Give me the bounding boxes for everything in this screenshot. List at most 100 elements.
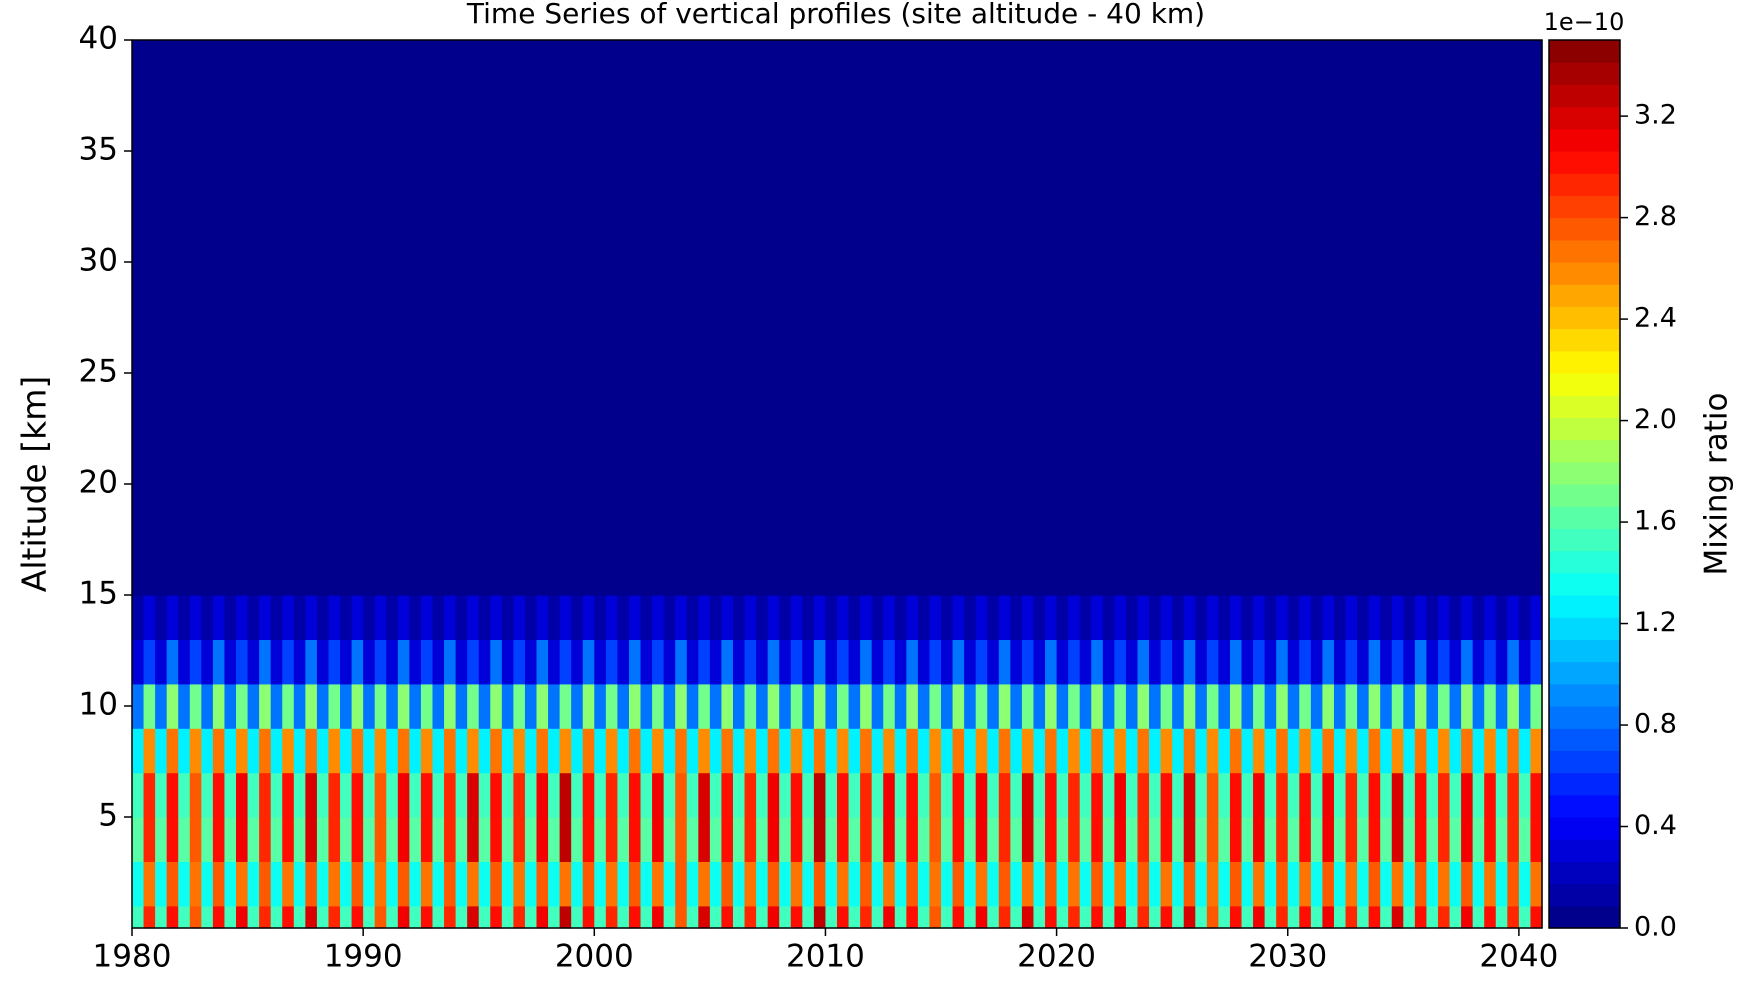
cell bbox=[698, 639, 711, 685]
cell bbox=[628, 595, 642, 640]
cell bbox=[490, 728, 503, 774]
cell bbox=[1299, 639, 1312, 685]
cell bbox=[617, 728, 630, 774]
cell bbox=[1149, 40, 1162, 552]
cell bbox=[813, 772, 827, 818]
colorbar-band bbox=[1549, 239, 1620, 263]
cell bbox=[848, 905, 861, 929]
cell bbox=[848, 550, 861, 596]
cell bbox=[143, 861, 156, 907]
cell bbox=[675, 550, 688, 596]
cell bbox=[559, 861, 572, 907]
cell bbox=[340, 817, 353, 862]
cell bbox=[837, 550, 850, 596]
cell bbox=[351, 595, 364, 640]
cell bbox=[1114, 683, 1127, 729]
cell bbox=[178, 728, 191, 774]
cell bbox=[1195, 905, 1208, 929]
cell bbox=[744, 817, 757, 862]
cell bbox=[825, 550, 838, 596]
cell bbox=[1264, 550, 1277, 596]
cell bbox=[178, 861, 191, 907]
cell bbox=[1403, 817, 1416, 862]
cell bbox=[952, 639, 965, 685]
cell bbox=[744, 905, 757, 929]
cell bbox=[941, 772, 954, 818]
cell bbox=[1056, 683, 1069, 729]
cell bbox=[1137, 595, 1150, 640]
cell bbox=[941, 683, 954, 729]
cell bbox=[732, 772, 746, 818]
cell bbox=[1149, 639, 1162, 685]
cell bbox=[155, 861, 168, 907]
cell bbox=[524, 683, 538, 729]
cell bbox=[467, 550, 480, 596]
cell bbox=[559, 683, 572, 729]
colorbar-band bbox=[1549, 794, 1620, 818]
cell bbox=[270, 728, 283, 774]
cell bbox=[212, 817, 226, 862]
cell bbox=[1426, 40, 1439, 552]
cell bbox=[1507, 861, 1520, 907]
cell bbox=[1010, 817, 1023, 862]
cell bbox=[1172, 683, 1185, 729]
cell bbox=[247, 861, 260, 907]
cell bbox=[328, 595, 341, 640]
cell bbox=[1530, 639, 1543, 685]
cell bbox=[825, 905, 838, 929]
cell bbox=[316, 683, 330, 729]
cell bbox=[860, 550, 873, 596]
cell bbox=[964, 40, 977, 552]
cell bbox=[282, 639, 295, 685]
cell bbox=[397, 905, 410, 929]
cell bbox=[1357, 550, 1370, 596]
cell bbox=[236, 40, 249, 552]
cell bbox=[212, 861, 226, 907]
cell bbox=[871, 683, 884, 729]
cell bbox=[1218, 683, 1231, 729]
cell bbox=[1056, 550, 1069, 596]
cell bbox=[432, 595, 445, 640]
cell bbox=[975, 728, 988, 774]
cell bbox=[1426, 639, 1439, 685]
cell bbox=[224, 550, 237, 596]
cell bbox=[1357, 905, 1370, 929]
cell bbox=[837, 772, 850, 818]
cell bbox=[1253, 905, 1266, 929]
cell bbox=[1518, 817, 1532, 862]
cell bbox=[282, 550, 295, 596]
cell bbox=[1368, 683, 1381, 729]
cell bbox=[293, 861, 306, 907]
cell bbox=[293, 905, 306, 929]
cell bbox=[490, 772, 503, 818]
colorbar-band bbox=[1549, 750, 1620, 774]
cell bbox=[1183, 683, 1196, 729]
colorbar-band bbox=[1549, 905, 1620, 929]
cell bbox=[975, 639, 988, 685]
cell bbox=[605, 772, 619, 818]
cell bbox=[189, 905, 202, 929]
cell bbox=[1437, 550, 1451, 596]
cell bbox=[1495, 550, 1508, 596]
cell bbox=[1287, 772, 1300, 818]
cell bbox=[663, 550, 676, 596]
cell bbox=[1033, 772, 1046, 818]
cell bbox=[455, 905, 468, 929]
cell bbox=[698, 595, 711, 640]
cell bbox=[293, 40, 306, 552]
cell bbox=[432, 728, 445, 774]
cell bbox=[501, 817, 514, 862]
cell bbox=[1183, 595, 1196, 640]
cell bbox=[559, 550, 572, 596]
cell bbox=[1322, 728, 1335, 774]
cell bbox=[143, 550, 156, 596]
cell bbox=[467, 728, 480, 774]
cell bbox=[1333, 861, 1347, 907]
cell bbox=[524, 772, 538, 818]
cell bbox=[987, 40, 1000, 552]
cell bbox=[397, 595, 410, 640]
cell bbox=[351, 861, 364, 907]
cell bbox=[1102, 861, 1115, 907]
cell bbox=[513, 550, 526, 596]
cell bbox=[328, 861, 341, 907]
